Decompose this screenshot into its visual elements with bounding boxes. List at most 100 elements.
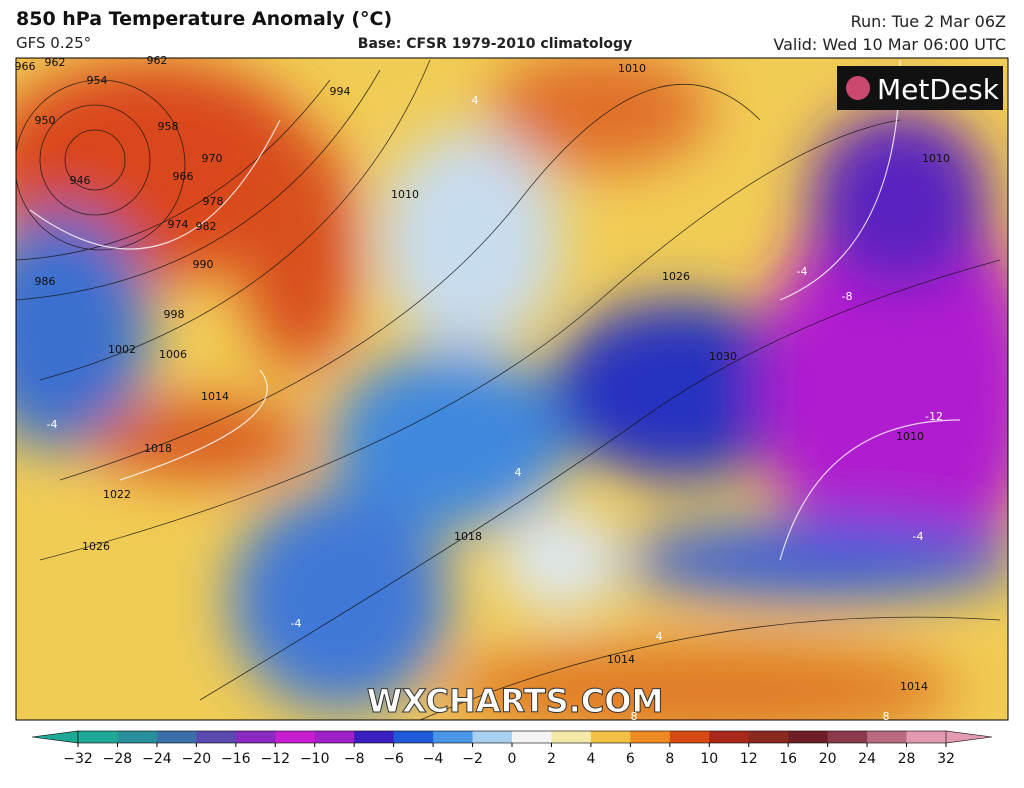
model: GFS 0.25°	[16, 34, 91, 52]
colorbar-segment	[393, 731, 434, 743]
colorbar-tick-label: 28	[898, 751, 916, 767]
contour-label: 8	[883, 710, 890, 723]
contour-label: 950	[35, 114, 56, 127]
contour-label: -8	[842, 290, 853, 303]
colorbar-segment	[156, 731, 197, 743]
colorbar-tick-label: −4	[423, 751, 444, 767]
contour-label: -4	[913, 530, 924, 543]
colorbar-segment	[354, 731, 395, 743]
colorbar-tick-label: 10	[700, 751, 718, 767]
contour-label: 1002	[108, 343, 136, 356]
colorbar-tick-label: 20	[819, 751, 837, 767]
contour-label: 962	[147, 54, 168, 67]
contour-label: 966	[173, 170, 194, 183]
logo-icon	[846, 76, 870, 100]
contour-label: 4	[515, 466, 522, 479]
contour-label: 1006	[159, 348, 187, 361]
contour-label: 1026	[82, 540, 110, 553]
contour-label: 1014	[607, 653, 635, 666]
valid: Valid: Wed 10 Mar 06:00 UTC	[773, 35, 1006, 54]
colorbar-tick-label: −12	[260, 751, 290, 767]
colorbar-tick-label: −10	[300, 751, 330, 767]
contour-label: -4	[291, 617, 302, 630]
colorbar-tick-label: 32	[937, 751, 955, 767]
colorbar-segment	[472, 731, 513, 743]
contour-label: 1026	[662, 270, 690, 283]
contour-labels: 966 962 954 962 950 958 970 946 966 974 978 982 986 9…	[15, 54, 951, 723]
contour-label: 8	[631, 710, 638, 723]
colorbar-segment	[788, 731, 829, 743]
contour-label: 4	[472, 94, 479, 107]
contour-label: 1010	[922, 152, 950, 165]
colorbar-segment	[196, 731, 237, 743]
contour-label: 4	[656, 630, 663, 643]
contour-label: 998	[164, 308, 185, 321]
colorbar-segment	[669, 731, 710, 743]
contour-label: 1014	[201, 390, 229, 403]
colorbar-tick-label: 0	[508, 751, 517, 767]
contour-label: 1022	[103, 488, 131, 501]
colorbar-tick-label: −20	[182, 751, 212, 767]
colorbar-tick-label: 6	[626, 751, 635, 767]
contour-label: 962	[45, 56, 66, 69]
contour-label: 978	[203, 195, 224, 208]
colorbar-tick-label: −2	[462, 751, 483, 767]
logo: MetDesk	[877, 73, 1000, 106]
colorbar: −32 −28 −24 −20 −16 −12 −10 −8 −6 −4 −2 0 2 4 6 8 10 12 16…	[31, 730, 993, 767]
colorbar-segment	[314, 731, 355, 743]
contour-label: 966	[15, 60, 36, 73]
colorbar-tick-label: 12	[740, 751, 758, 767]
colorbar-segment	[867, 731, 908, 743]
colorbar-tick-label: 2	[547, 751, 556, 767]
colorbar-segment	[630, 731, 671, 743]
contour-label: -4	[797, 265, 808, 278]
contour-label: 1018	[144, 442, 172, 455]
colorbar-tick-label: −32	[63, 751, 93, 767]
colorbar-segment	[512, 731, 552, 743]
colorbar-tick-label: −28	[103, 751, 133, 767]
contour-label: 1010	[391, 188, 419, 201]
colorbar-tick-label: −16	[221, 751, 251, 767]
contour-label: 986	[35, 275, 56, 288]
contour-label: 974	[168, 218, 189, 231]
colorbar-extend	[31, 730, 79, 744]
colorbar-segment	[235, 731, 276, 743]
colorbar-segment	[906, 731, 947, 743]
contour-label: 958	[158, 120, 179, 133]
colorbar-segment	[433, 731, 474, 743]
contour-label: 1010	[618, 62, 646, 75]
contour-label: 970	[202, 152, 223, 165]
colorbar-segment	[78, 731, 118, 743]
map-frame	[15, 57, 1009, 721]
watermark: WXCHARTS.COM	[367, 682, 664, 720]
contour-label: 990	[193, 258, 214, 271]
colorbar-tick-label: −24	[142, 751, 172, 767]
colorbar-segment	[827, 731, 868, 743]
contour-label: -4	[47, 418, 58, 431]
colorbar-tick-label: −8	[344, 751, 365, 767]
colorbar-segment	[748, 731, 789, 743]
colorbar-extend	[945, 730, 993, 744]
contour-label: 1010	[896, 430, 924, 443]
colorbar-segment	[590, 731, 631, 743]
run: Run: Tue 2 Mar 06Z	[851, 12, 1006, 31]
colorbar-tick-label: 24	[858, 751, 876, 767]
contour-label: 982	[196, 220, 217, 233]
colorbar-tick-label: 8	[665, 751, 674, 767]
contour-label: 946	[70, 174, 91, 187]
map	[16, 58, 1008, 720]
colorbar-tick-label: 4	[586, 751, 595, 767]
colorbar-segment	[551, 731, 592, 743]
contour-label: 1018	[454, 530, 482, 543]
colorbar-tick-label: −6	[383, 751, 404, 767]
contour-label: 994	[330, 85, 351, 98]
base: Base: CFSR 1979-2010 climatology	[358, 36, 632, 52]
contour-label: 1030	[709, 350, 737, 363]
contour-label: 1014	[900, 680, 928, 693]
contour-label: 954	[87, 74, 108, 87]
contour-label: -12	[925, 410, 943, 423]
colorbar-segment	[117, 731, 158, 743]
colorbar-segment	[709, 731, 750, 743]
colorbar-tick-label: 16	[779, 751, 797, 767]
